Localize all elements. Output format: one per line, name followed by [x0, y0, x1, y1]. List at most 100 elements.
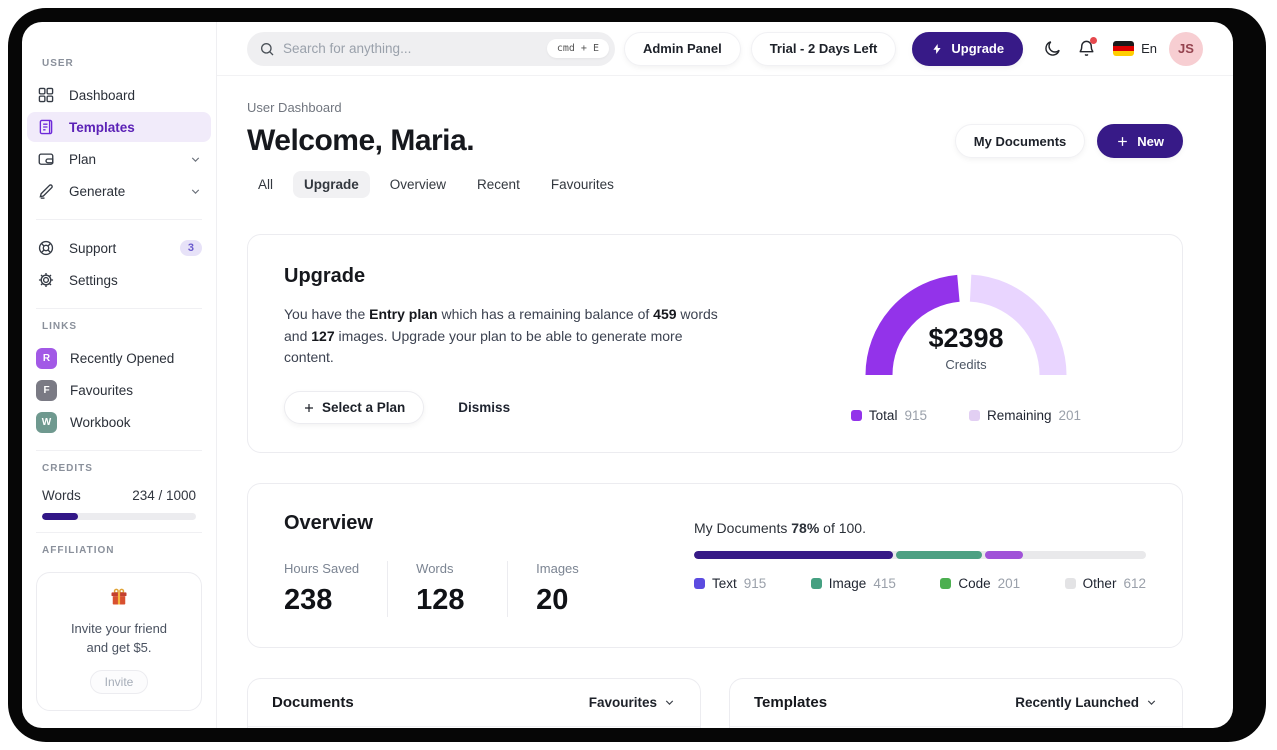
legend-swatch: [694, 578, 705, 590]
search-bar[interactable]: cmd + E: [247, 31, 615, 66]
sidebar-divider: [36, 219, 202, 220]
sidebar-link-workbook[interactable]: W Workbook: [27, 407, 211, 437]
new-button[interactable]: New: [1097, 124, 1183, 158]
content-column: cmd + E Admin Panel Trial - 2 Days Left …: [217, 22, 1233, 728]
search-icon: [261, 42, 274, 55]
sidebar-link-label: Favourites: [70, 382, 134, 398]
notifications-button[interactable]: [1069, 32, 1103, 66]
link-initial-badge: W: [36, 411, 57, 433]
sidebar-item-support[interactable]: Support 3: [27, 233, 211, 263]
stat-hours-saved: Hours Saved 238: [284, 561, 389, 618]
documents-filter-dropdown[interactable]: Favourites: [589, 695, 676, 710]
affiliation-card: Invite your friend and get $5. Invite: [36, 572, 202, 711]
upgrade-button[interactable]: Upgrade: [912, 31, 1024, 66]
credits-progress-fill: [42, 513, 79, 520]
sidebar-item-label: Dashboard: [69, 87, 136, 103]
credits-words-label: Words: [42, 488, 81, 503]
credits-words-value: 234 / 1000: [132, 488, 196, 503]
dismiss-button[interactable]: Dismiss: [458, 400, 511, 416]
legend-swatch: [968, 410, 980, 421]
templates-card-title: Templates: [754, 694, 828, 712]
sidebar-section-links: LINKS: [42, 321, 77, 332]
legend-remaining: Remaining 201: [968, 408, 1081, 423]
sidebar-item-templates[interactable]: Templates: [27, 112, 211, 142]
plus-icon: [1118, 136, 1128, 146]
page-title: Welcome, Maria.: [247, 124, 475, 157]
link-initial-badge: R: [36, 347, 57, 369]
sidebar-section-user: USER: [42, 58, 74, 69]
main-content: User Dashboard Welcome, Maria. My Docume…: [217, 76, 1233, 728]
legend-swatch: [940, 578, 952, 590]
tab-overview[interactable]: Overview: [389, 177, 447, 192]
sidebar-item-label: Plan: [69, 151, 97, 167]
sidebar-item-settings[interactable]: Settings: [27, 265, 211, 295]
tab-recent[interactable]: Recent: [477, 177, 520, 192]
credits-progress-bar: [42, 513, 196, 520]
documents-progress-label: My Documents 78% of 100.: [694, 520, 866, 537]
sidebar-item-label: Support: [69, 240, 117, 256]
sidebar-divider: [36, 532, 202, 533]
legend-swatch: [850, 410, 862, 421]
invite-button[interactable]: Invite: [89, 669, 149, 694]
tab-upgrade[interactable]: Upgrade: [293, 171, 370, 198]
gauge-subtitle: Credits: [945, 357, 987, 372]
documents-card-title: Documents: [272, 694, 354, 712]
topbar: cmd + E Admin Panel Trial - 2 Days Left …: [217, 22, 1233, 76]
notification-dot: [1090, 36, 1098, 44]
template-list-item[interactable]: Blog Post Title in Workbook: [730, 727, 1182, 728]
overview-stats: Hours Saved 238 Words 128 Images 20: [284, 561, 656, 618]
templates-filter-dropdown[interactable]: Recently Launched: [1015, 695, 1158, 710]
language-selector[interactable]: En: [1141, 41, 1157, 56]
admin-panel-button[interactable]: Admin Panel: [623, 31, 741, 66]
legend-total: Total 915: [850, 408, 927, 423]
documents-card: Documents Favourites Untitled Document i…: [247, 678, 701, 728]
moon-icon: [1044, 41, 1060, 56]
chevron-down-icon: [189, 185, 202, 198]
sidebar-item-generate[interactable]: Generate: [27, 176, 211, 206]
sidebar-section-credits: CREDITS: [42, 463, 93, 474]
sidebar-item-dashboard[interactable]: Dashboard: [27, 80, 211, 110]
chevron-down-icon: [189, 153, 202, 166]
gift-icon: [109, 588, 129, 611]
sidebar-link-label: Workbook: [70, 414, 131, 430]
sidebar-item-label: Generate: [69, 183, 126, 199]
legend-image: Image 415: [810, 576, 896, 591]
upgrade-card-body: You have the Entry plan which has a rema…: [284, 306, 718, 366]
bell-icon: [1079, 40, 1094, 56]
sidebar-section-affiliation: AFFILIATION: [42, 545, 115, 556]
app-window: USER Dashboard Templates Plan: [22, 22, 1233, 728]
sidebar-divider: [36, 308, 202, 309]
plus-icon: [305, 403, 313, 412]
chevron-down-icon: [1147, 700, 1156, 706]
overview-card-title: Overview: [284, 512, 373, 535]
sidebar-item-plan[interactable]: Plan: [27, 144, 211, 174]
upgrade-card: Upgrade You have the Entry plan which ha…: [247, 234, 1183, 454]
wallet-icon: [36, 149, 56, 169]
tab-all[interactable]: All: [258, 177, 274, 192]
upgrade-card-title: Upgrade: [284, 265, 366, 287]
bar-segment-text: [694, 551, 893, 560]
credits-gauge: $2398 Credits Total 915: [816, 265, 1116, 424]
trial-status-badge: Trial - 2 Days Left: [750, 31, 897, 66]
dashboard-grid-icon: [36, 85, 56, 105]
my-documents-button[interactable]: My Documents: [954, 124, 1086, 158]
select-plan-button[interactable]: Select a Plan: [284, 391, 425, 425]
user-avatar[interactable]: JS: [1169, 31, 1203, 66]
legend-other: Other 612: [1064, 576, 1146, 591]
sidebar-item-label: Settings: [69, 272, 118, 288]
search-input[interactable]: [283, 41, 547, 56]
sidebar-link-recently-opened[interactable]: R Recently Opened: [27, 343, 211, 373]
tab-favourites[interactable]: Favourites: [550, 177, 614, 192]
stat-images: Images 20: [536, 561, 579, 617]
dark-mode-toggle[interactable]: [1035, 32, 1069, 66]
sidebar-link-favourites[interactable]: F Favourites: [27, 375, 211, 405]
lifebuoy-icon: [36, 238, 56, 258]
sidebar-divider: [36, 450, 202, 451]
support-count-badge: 3: [179, 240, 202, 256]
germany-flag-icon[interactable]: [1113, 41, 1135, 56]
document-list-item[interactable]: Untitled Document in Workbook: [248, 727, 700, 728]
bar-legend: Text 915 Image 415 Code 20: [694, 576, 1146, 591]
legend-swatch: [810, 578, 822, 590]
filter-tabs: All Upgrade Overview Recent Favourites: [247, 171, 1183, 198]
sidebar-item-label: Templates: [69, 119, 135, 135]
